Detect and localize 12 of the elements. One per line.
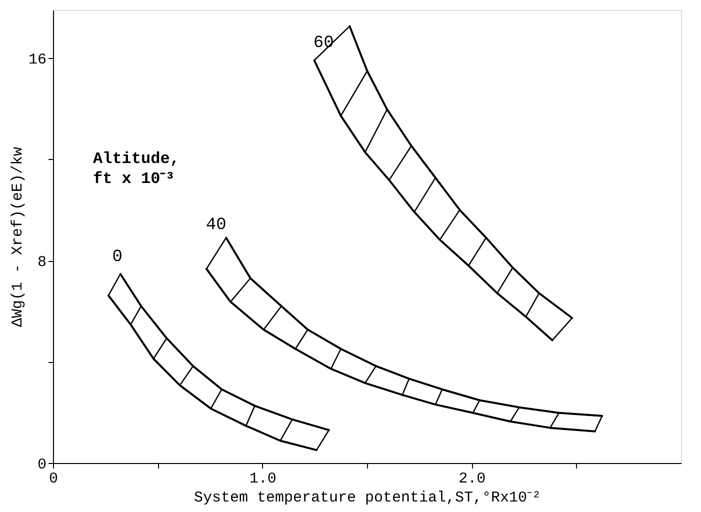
series-label: 40 [206, 216, 226, 235]
series-label: 60 [313, 34, 334, 54]
x-tick-label: 0 [48, 470, 58, 488]
x-tick-label: 1.0 [249, 470, 276, 488]
annotation: Altitude, ft x 10⁻³ [93, 150, 180, 188]
y-tick-label: 8 [37, 254, 46, 272]
x-tick-label: 2.0 [458, 470, 486, 488]
series-label: 0 [112, 248, 123, 267]
y-tick-label: 16 [28, 52, 46, 69]
x-axis-title: System temperature potential,ST,°Rx10⁻² [194, 490, 542, 506]
y-axis-title: ΔWg(1 - Xref)(eE)/kw [9, 146, 26, 328]
y-tick-label: 0 [37, 456, 46, 474]
